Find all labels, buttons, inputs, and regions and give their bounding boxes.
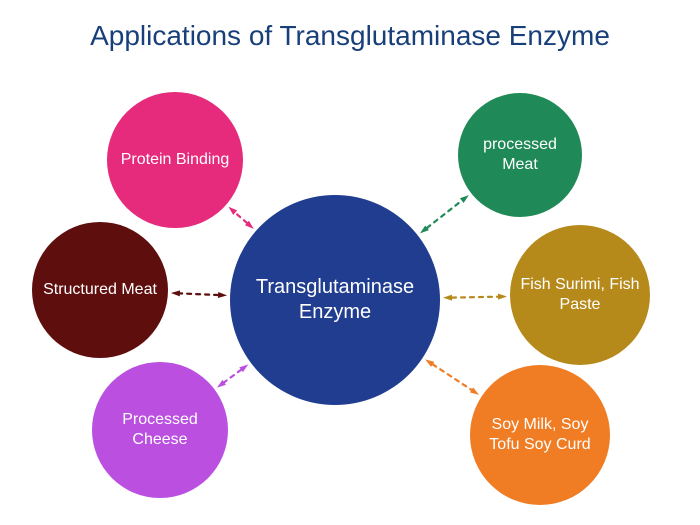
connector-arrowhead <box>498 294 507 300</box>
connector-line <box>433 364 472 390</box>
connector-line <box>427 201 462 228</box>
node-structured-meat: Structured Meat <box>32 222 168 358</box>
connector-arrowhead <box>171 290 180 296</box>
connector-arrowhead <box>443 295 452 301</box>
node-soy-label: Soy Milk, Soy Tofu Soy Curd <box>478 415 602 455</box>
node-processed-meat-label: processed Meat <box>466 135 574 175</box>
connector-line <box>180 293 218 295</box>
node-processed-cheese: Processed Cheese <box>92 362 228 498</box>
connector-arrowhead <box>460 195 469 203</box>
connector-line <box>224 370 241 383</box>
node-soy: Soy Milk, Soy Tofu Soy Curd <box>470 365 610 505</box>
connector-arrowhead <box>228 207 237 215</box>
connector-arrowhead <box>218 292 227 298</box>
node-processed-meat: processed Meat <box>458 93 582 217</box>
node-protein-binding-label: Protein Binding <box>121 150 230 170</box>
connector-line <box>235 213 247 223</box>
node-processed-cheese-label: Processed Cheese <box>100 410 220 450</box>
node-fish-surimi: Fish Surimi, Fish Paste <box>510 225 650 365</box>
center-node: Transglutaminase Enzyme <box>230 195 440 405</box>
node-protein-binding: Protein Binding <box>107 92 243 228</box>
node-structured-meat-label: Structured Meat <box>43 280 157 300</box>
node-fish-surimi-label: Fish Surimi, Fish Paste <box>518 275 642 315</box>
center-node-label: Transglutaminase Enzyme <box>238 275 432 325</box>
connector-line <box>452 297 498 298</box>
